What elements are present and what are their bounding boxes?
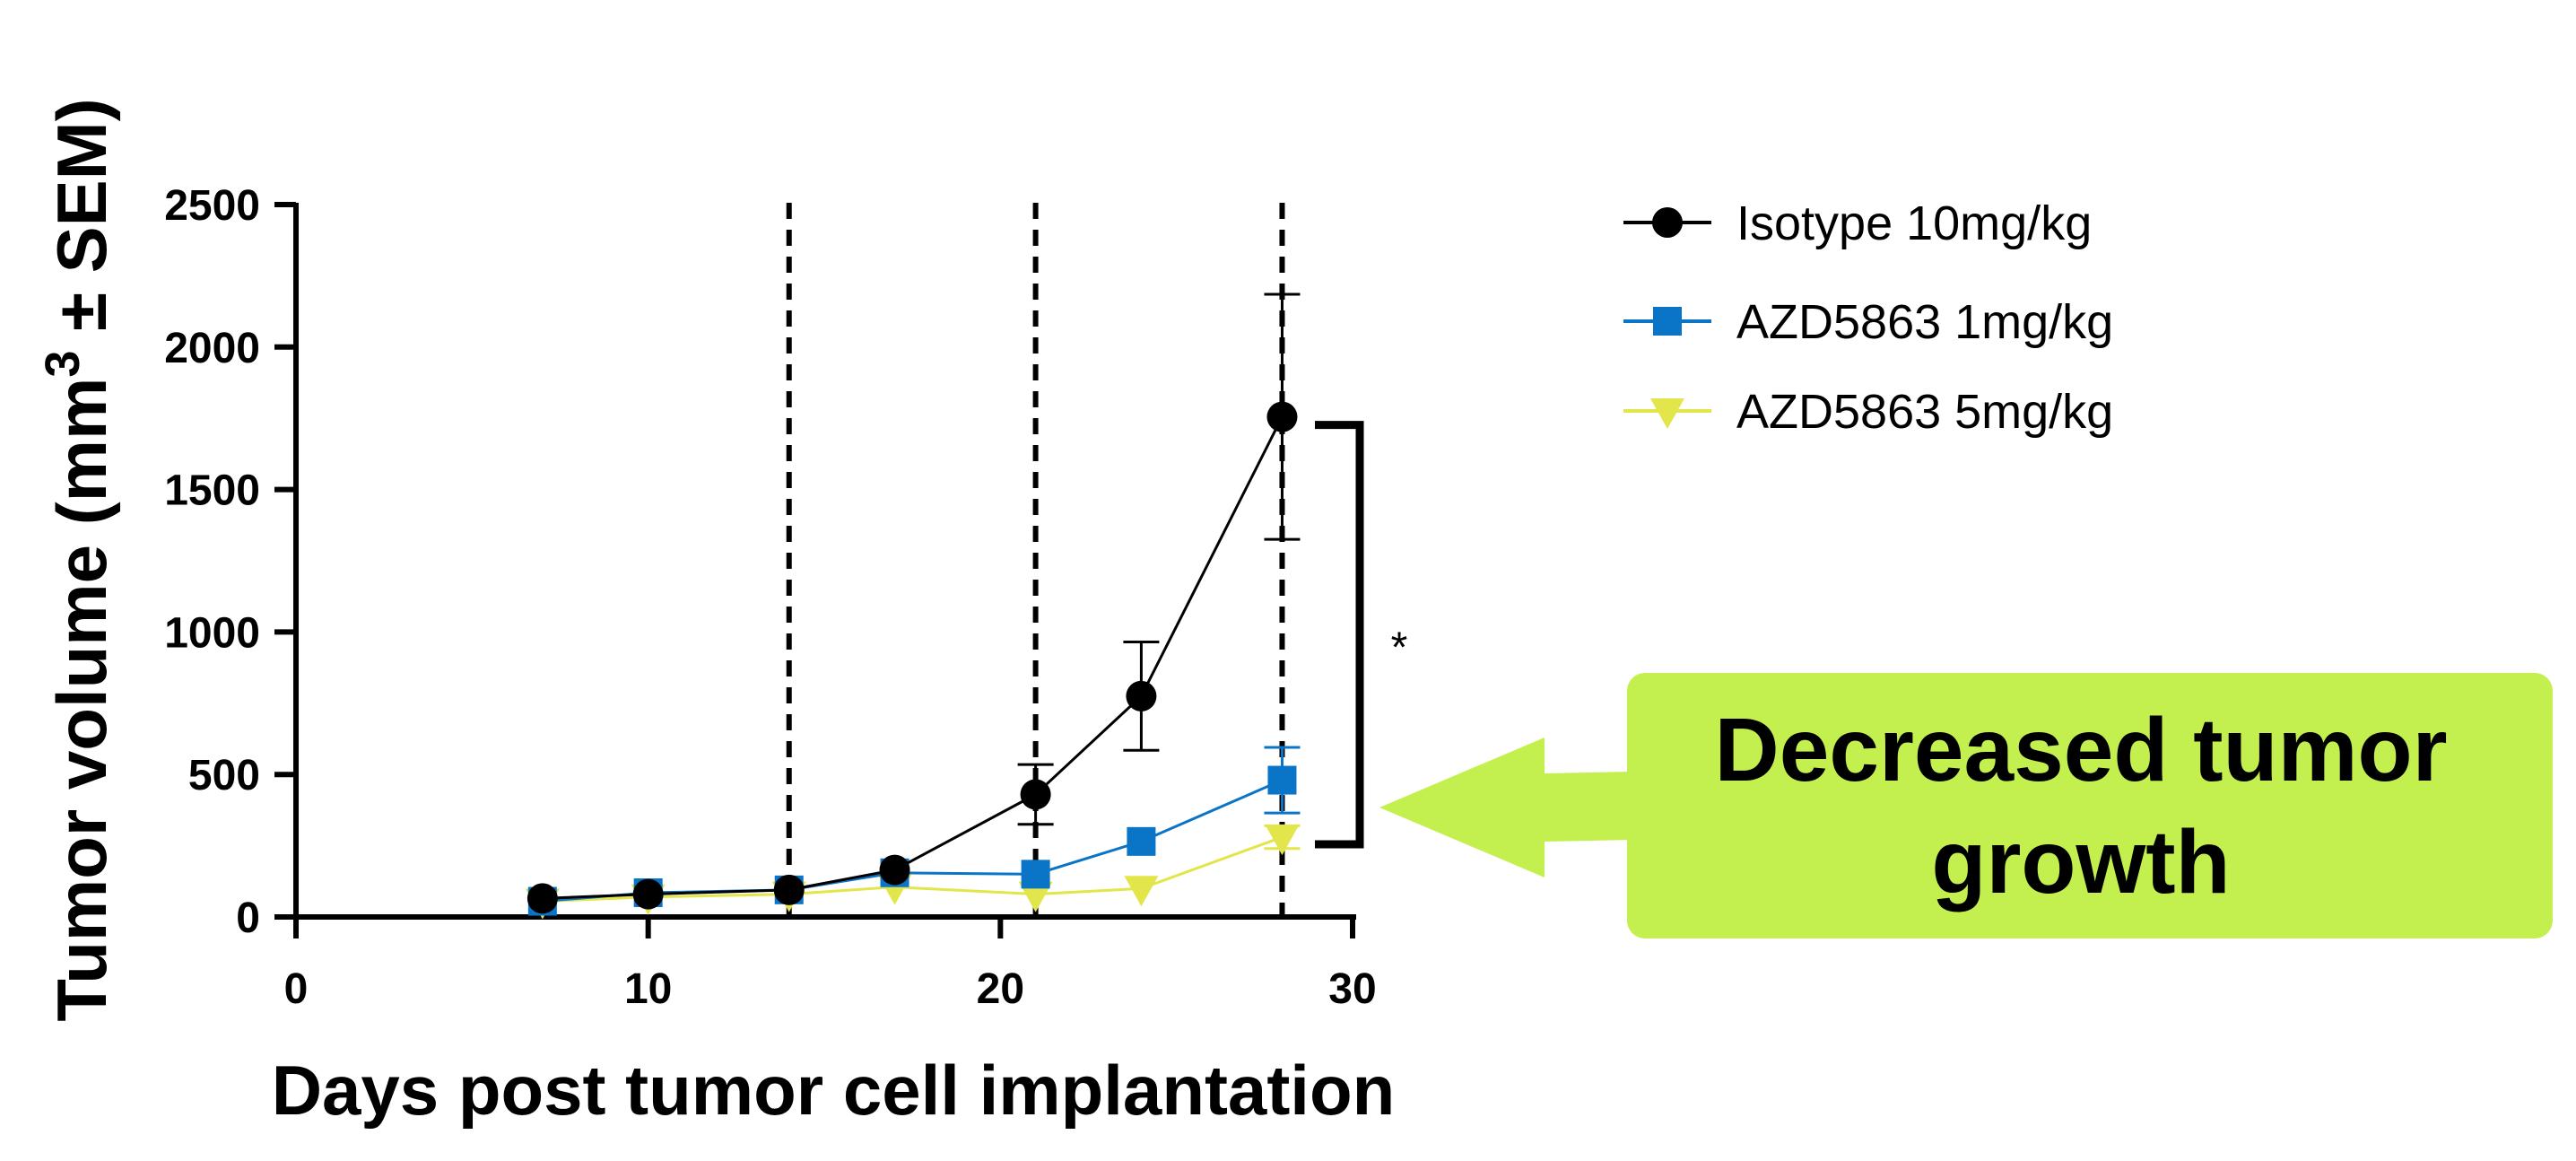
data-point [1020, 779, 1051, 810]
annotation-text-line-1: Decreased tumor [1715, 700, 2448, 800]
x-tick-label: 0 [284, 965, 309, 1013]
data-point [1127, 826, 1156, 856]
y-axis-title-tail: ± SEM) [42, 98, 121, 350]
data-point [527, 883, 558, 914]
data-point [879, 854, 910, 886]
annotation-text-line-2: growth [1931, 812, 2230, 912]
y-tick-label: 2000 [164, 325, 260, 372]
data-point [1265, 825, 1300, 856]
significance-star: * [1391, 624, 1408, 671]
data-point [1126, 680, 1157, 711]
legend-label: Isotype 10mg/kg [1736, 196, 2092, 250]
x-tick-label: 10 [624, 965, 672, 1013]
legend-label: AZD5863 1mg/kg [1736, 295, 2113, 349]
series-0 [527, 292, 1301, 914]
x-tick-label: 30 [1328, 965, 1376, 1013]
axes [293, 203, 1356, 920]
legend-item: AZD5863 5mg/kg [1623, 385, 2113, 439]
x-axis-title: Days post tumor cell implantation [272, 1051, 1396, 1130]
data-point [632, 878, 664, 910]
legend-swatch-marker [1653, 307, 1682, 336]
data-point [1124, 876, 1159, 907]
data-point [1018, 881, 1053, 912]
legend-item: Isotype 10mg/kg [1623, 196, 2092, 250]
series-line [542, 415, 1284, 900]
legend-label: AZD5863 5mg/kg [1736, 385, 2113, 439]
y-tick-label: 2500 [164, 182, 260, 230]
y-tick-label: 500 [188, 752, 260, 799]
data-point [773, 874, 805, 905]
legend-swatch-marker [1652, 207, 1683, 238]
legend: Isotype 10mg/kg AZD5863 1mg/kg AZD5863 5mg… [1623, 196, 2113, 439]
data-point [1266, 401, 1298, 432]
x-tick-label: 20 [977, 965, 1024, 1013]
annotation-callout: Decreased tumor growth [1379, 673, 2553, 938]
annotation-arrow [1379, 738, 1632, 877]
significance-bracket: * [1315, 421, 1408, 849]
bracket-line [1315, 421, 1364, 849]
data-point [1267, 765, 1297, 795]
annotation-box [1627, 673, 2553, 938]
y-tick-label: 0 [236, 895, 260, 942]
legend-item: AZD5863 1mg/kg [1623, 295, 2113, 349]
x-ticks: 0 10 20 30 [284, 917, 1377, 1013]
legend-swatch-marker [1650, 398, 1684, 429]
series-layer [525, 292, 1301, 920]
y-tick-label: 1000 [164, 609, 260, 657]
y-tick-label: 1500 [164, 467, 260, 515]
y-axis-title-sup: 3 [36, 351, 90, 378]
data-point [1021, 860, 1050, 889]
y-ticks: 0 500 1000 1500 2000 2500 [164, 182, 296, 942]
y-axis-title-main: Tumor volume (mm [42, 378, 121, 1022]
y-axis-title: Tumor volume (mm3 ± SEM) [36, 98, 121, 1021]
